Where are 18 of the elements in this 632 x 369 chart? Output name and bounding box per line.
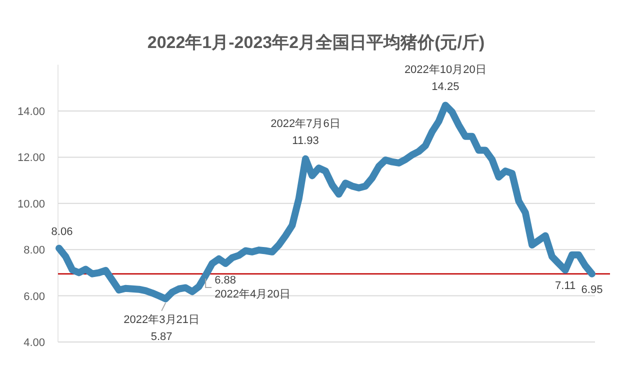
y-tick-label: 12.00 [17, 152, 45, 164]
y-tick-label: 8.00 [24, 244, 45, 257]
data-label: 11.93 [292, 134, 319, 147]
chart-title: 2022年1月-2023年2月全国日平均猪价(元/斤) [147, 33, 485, 52]
annotation: 2022年3月21日 [124, 314, 200, 326]
data-label: 6.88 [214, 274, 236, 286]
data-label: 6.95 [581, 284, 603, 296]
y-tick-label: 10.00 [17, 198, 45, 210]
annotation: 2022年4月20日 [214, 288, 290, 300]
annotation: 2022年10月20日 [404, 64, 486, 76]
data-label: 7.11 [555, 280, 576, 292]
y-tick-label: 6.00 [24, 290, 45, 303]
data-label: 14.25 [432, 81, 460, 94]
y-tick-label: 14.00 [17, 106, 45, 118]
annotation: 2022年7月6日 [270, 118, 340, 130]
data-label: 5.87 [150, 330, 172, 343]
data-label: 8.06 [51, 226, 73, 238]
y-tick-label: 4.00 [24, 337, 45, 349]
